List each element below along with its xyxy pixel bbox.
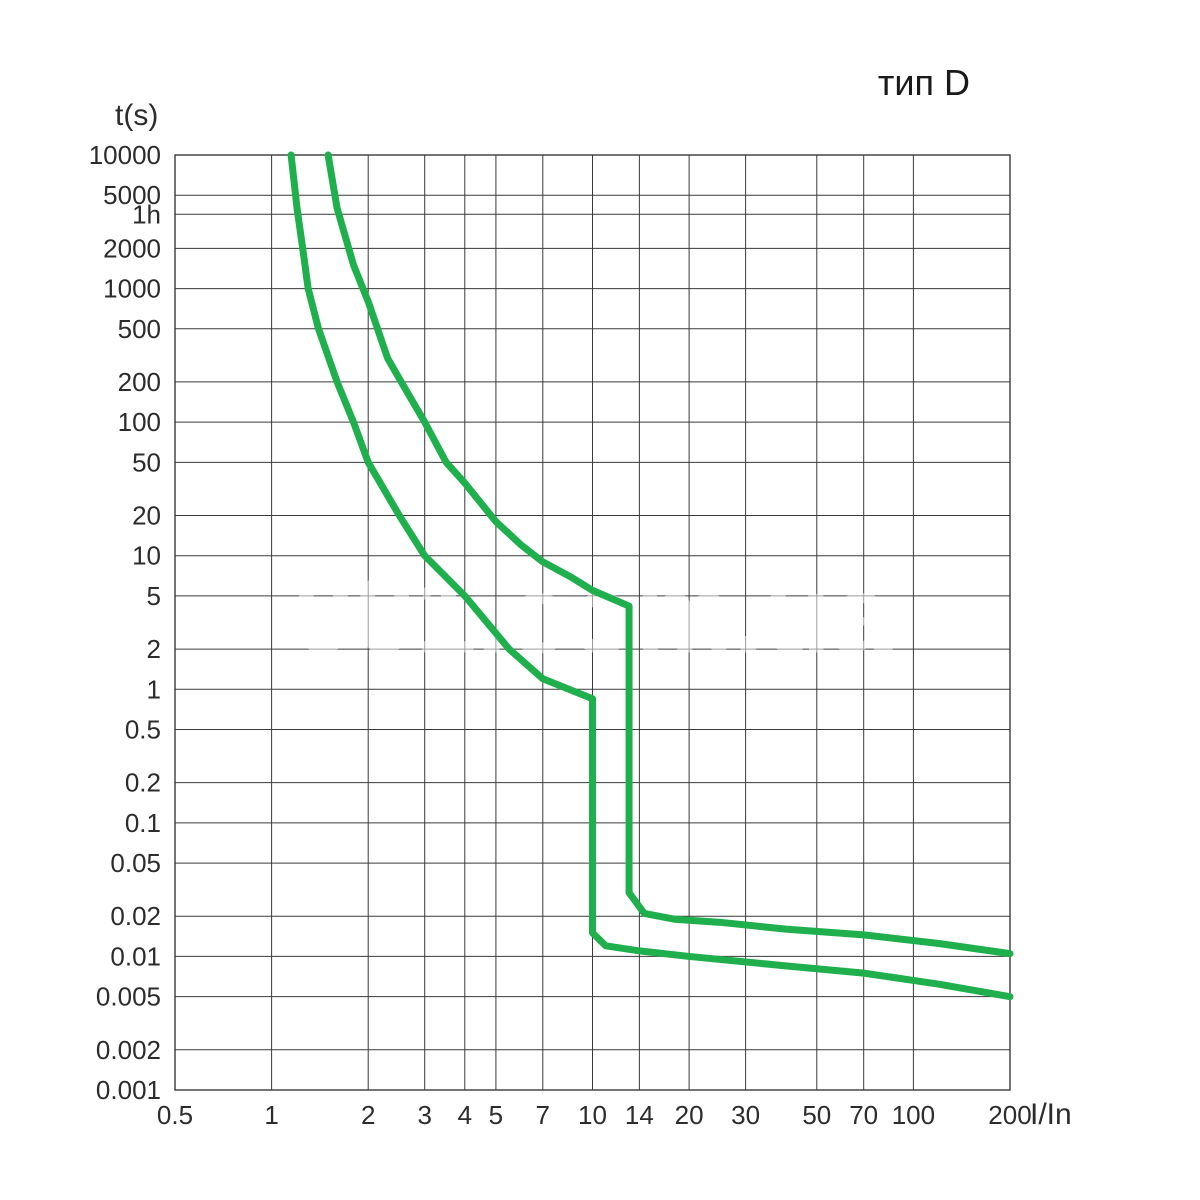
- x-tick-label: 0.5: [157, 1100, 193, 1130]
- x-tick-label: 1: [264, 1100, 278, 1130]
- y-tick-label: 0.005: [96, 982, 161, 1012]
- x-tick-label: 2: [361, 1100, 375, 1130]
- y-tick-label: 5: [147, 581, 161, 611]
- chart-svg: 001.com.ua0.5123457101420305070100200100…: [0, 0, 1200, 1200]
- x-tick-label: 20: [675, 1100, 704, 1130]
- x-tick-label: 30: [731, 1100, 760, 1130]
- y-tick-label: 0.2: [125, 768, 161, 798]
- y-tick-label: 20: [132, 501, 161, 531]
- trip-curve-chart: 001.com.ua0.5123457101420305070100200100…: [0, 0, 1200, 1200]
- y-tick-label: 2: [147, 634, 161, 664]
- y-axis-label: t(s): [115, 99, 158, 132]
- y-tick-label: 200: [118, 367, 161, 397]
- y-tick-label: 0.002: [96, 1035, 161, 1065]
- y-tick-label: 10: [132, 541, 161, 571]
- y-tick-label: 1000: [103, 274, 161, 304]
- y-tick-label: 2000: [103, 233, 161, 263]
- y-tick-label: 1: [147, 674, 161, 704]
- y-tick-label: 1h: [132, 199, 161, 229]
- y-tick-label: 0.02: [110, 901, 161, 931]
- y-tick-label: 0.05: [110, 848, 161, 878]
- y-tick-label: 50: [132, 447, 161, 477]
- x-tick-label: 3: [417, 1100, 431, 1130]
- y-tick-label: 10000: [89, 140, 161, 170]
- x-tick-label: 5: [489, 1100, 503, 1130]
- y-tick-label: 100: [118, 407, 161, 437]
- y-tick-label: 0.001: [96, 1075, 161, 1105]
- chart-title: тип D: [878, 62, 970, 103]
- x-tick-label: 100: [892, 1100, 935, 1130]
- x-tick-label: 50: [802, 1100, 831, 1130]
- x-tick-label: 7: [536, 1100, 550, 1130]
- svg-text:001.com.ua: 001.com.ua: [293, 554, 893, 677]
- x-tick-label: 70: [849, 1100, 878, 1130]
- y-tick-label: 500: [118, 314, 161, 344]
- x-tick-label: 14: [625, 1100, 654, 1130]
- y-tick-label: 0.1: [125, 808, 161, 838]
- x-tick-label: 4: [458, 1100, 472, 1130]
- x-tick-label: 10: [578, 1100, 607, 1130]
- y-tick-label: 0.5: [125, 714, 161, 744]
- y-tick-label: 0.01: [110, 941, 161, 971]
- x-axis-label: I/In: [1030, 1098, 1072, 1131]
- x-tick-label: 200: [988, 1100, 1031, 1130]
